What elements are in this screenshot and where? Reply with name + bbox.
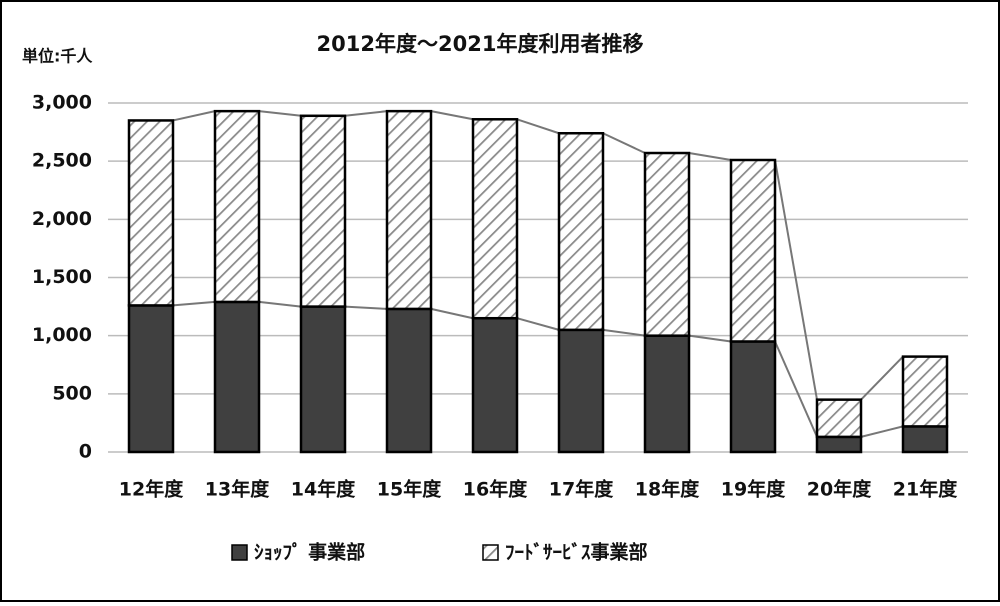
bar-segment [901, 425, 949, 454]
x-tick-label: 14年度 [291, 478, 356, 501]
bar-segment [815, 398, 863, 439]
connector-line [430, 110, 474, 121]
x-tick-label: 12年度 [119, 478, 184, 501]
bar-segment [557, 131, 605, 332]
chart-title: 2012年度～2021年度利用者推移 [317, 32, 644, 56]
x-tick-label: 15年度 [377, 478, 442, 501]
connector-line [344, 305, 388, 310]
y-tick-label: 3,000 [32, 92, 92, 114]
connector-line [602, 132, 646, 154]
connector-line [774, 159, 818, 400]
bar-segment [299, 114, 347, 308]
bar-segment [127, 119, 175, 307]
bar-segment [471, 316, 519, 454]
y-tick-label: 2,500 [32, 150, 92, 172]
x-tick-label: 17年度 [549, 478, 614, 501]
bar-segment [471, 118, 519, 320]
x-tick-label: 20年度 [807, 478, 872, 501]
y-tick-label: 1,000 [32, 324, 92, 346]
connector-line [860, 425, 904, 438]
connector-line [172, 110, 216, 122]
y-tick-label: 0 [79, 441, 92, 463]
bar-segment [901, 355, 949, 428]
connector-line [430, 307, 474, 320]
legend-swatch [482, 544, 499, 561]
bar-segment [557, 328, 605, 454]
connector-line [688, 334, 732, 343]
x-tick-label: 18年度 [635, 478, 700, 501]
connector-line [602, 328, 646, 337]
connector-line [860, 355, 904, 401]
y-tick-label: 1,500 [32, 266, 92, 288]
connector-line [688, 152, 732, 161]
unit-label: 単位:千人 [22, 47, 93, 66]
connector-line [258, 300, 302, 308]
bar-segment [385, 307, 433, 454]
x-tick-label: 21年度 [893, 478, 958, 501]
legend-swatch [231, 544, 248, 561]
bar-segment [643, 151, 691, 337]
connector-line [172, 300, 216, 307]
x-tick-label: 13年度 [205, 478, 270, 501]
y-tick-label: 2,000 [32, 208, 92, 230]
bar-segment [127, 304, 175, 454]
bar-segment [213, 300, 261, 454]
connector-line [516, 317, 560, 331]
bar-segment [729, 158, 777, 343]
x-tick-label: 16年度 [463, 478, 528, 501]
connector-line [774, 341, 818, 438]
bar-segment [815, 435, 863, 454]
bar-segment [729, 340, 777, 454]
bar-segment [643, 334, 691, 454]
connector-line [516, 118, 560, 135]
y-tick-label: 500 [52, 382, 92, 404]
legend-label: ｼｮｯﾌﾟ 事業部 [254, 541, 365, 564]
connector-line [258, 110, 302, 117]
x-tick-label: 19年度 [721, 478, 786, 501]
bar-segment [385, 109, 433, 311]
bar-segment [213, 109, 261, 304]
connector-line [344, 110, 388, 117]
legend-label: ﾌｰﾄﾞｻｰﾋﾞｽ事業部 [505, 541, 648, 564]
bar-segment [299, 305, 347, 454]
